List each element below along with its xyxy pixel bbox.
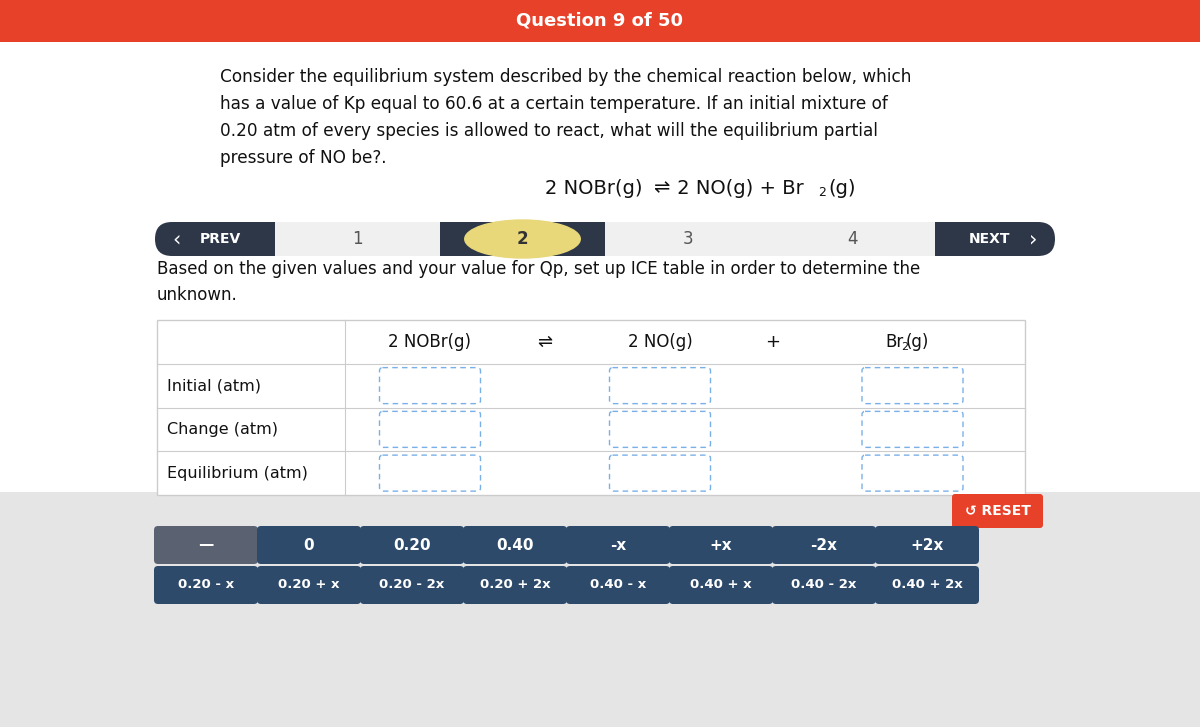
Text: +x: +x [709,537,732,553]
FancyBboxPatch shape [875,566,979,604]
FancyBboxPatch shape [379,368,480,403]
Bar [0,492,1200,727]
Text: ⇌: ⇌ [538,333,552,351]
Bar [157,320,1025,495]
Text: 0.20: 0.20 [394,537,431,553]
FancyBboxPatch shape [670,566,773,604]
FancyBboxPatch shape [610,411,710,447]
Text: Question 9 of 50: Question 9 of 50 [516,12,684,30]
Text: 0.20 - 2x: 0.20 - 2x [379,579,445,592]
Text: Equilibrium (atm): Equilibrium (atm) [167,465,308,481]
FancyBboxPatch shape [862,411,964,447]
Text: Br: Br [886,333,904,351]
Text: ›: › [1028,229,1037,249]
FancyBboxPatch shape [670,526,773,564]
FancyBboxPatch shape [154,526,258,564]
Text: 0.40: 0.40 [497,537,534,553]
FancyBboxPatch shape [862,455,964,491]
Text: (g): (g) [828,179,856,198]
Text: 0.40 - 2x: 0.40 - 2x [791,579,857,592]
Text: -2x: -2x [810,537,838,553]
FancyBboxPatch shape [862,368,964,403]
Bar [770,222,935,256]
Text: 0.40 - x: 0.40 - x [590,579,646,592]
Text: NEXT: NEXT [970,232,1010,246]
Text: ⇌: ⇌ [653,179,670,198]
Text: ↺ RESET: ↺ RESET [965,504,1031,518]
Text: 3: 3 [682,230,692,248]
Text: -x: -x [610,537,626,553]
Text: +2x: +2x [911,537,943,553]
FancyBboxPatch shape [875,526,979,564]
Text: 2 NOBr(g): 2 NOBr(g) [545,179,649,198]
FancyBboxPatch shape [154,566,258,604]
Text: 0.40 + x: 0.40 + x [690,579,752,592]
FancyBboxPatch shape [566,526,670,564]
Text: 1: 1 [352,230,362,248]
FancyBboxPatch shape [379,411,480,447]
Text: Based on the given values and your value for Qp, set up ICE table in order to de: Based on the given values and your value… [157,260,920,305]
Text: 2: 2 [818,185,826,198]
FancyBboxPatch shape [463,566,568,604]
Text: 2 NOBr(g): 2 NOBr(g) [389,333,472,351]
Text: Change (atm): Change (atm) [167,422,278,437]
Ellipse shape [464,220,581,258]
FancyBboxPatch shape [379,455,480,491]
Text: Consider the equilibrium system described by the chemical reaction below, which
: Consider the equilibrium system describe… [220,68,911,167]
FancyBboxPatch shape [360,566,464,604]
Text: 0.20 - x: 0.20 - x [178,579,234,592]
FancyBboxPatch shape [566,566,670,604]
Bar [0,0,1200,42]
Text: 0: 0 [304,537,314,553]
FancyBboxPatch shape [772,566,876,604]
Text: (g): (g) [906,333,929,351]
Text: 0.20 + x: 0.20 + x [278,579,340,592]
Text: ‹: ‹ [173,229,181,249]
Text: 2 NO(g): 2 NO(g) [628,333,692,351]
FancyBboxPatch shape [952,494,1043,528]
Text: Initial (atm): Initial (atm) [167,378,262,393]
Bar [605,222,770,256]
Text: 0.40 + 2x: 0.40 + 2x [892,579,962,592]
Text: PREV: PREV [199,232,241,246]
FancyBboxPatch shape [257,566,361,604]
FancyBboxPatch shape [610,455,710,491]
FancyBboxPatch shape [610,368,710,403]
Text: —: — [198,537,214,553]
FancyBboxPatch shape [360,526,464,564]
Text: 0.20 + 2x: 0.20 + 2x [480,579,551,592]
Text: 4: 4 [847,230,858,248]
FancyBboxPatch shape [155,222,1055,256]
FancyBboxPatch shape [772,526,876,564]
FancyBboxPatch shape [463,526,568,564]
Text: +: + [766,333,780,351]
Text: 2: 2 [517,230,528,248]
Text: 2 NO(g) + Br: 2 NO(g) + Br [671,179,804,198]
FancyBboxPatch shape [257,526,361,564]
Text: 2: 2 [901,342,908,352]
Bar [275,222,440,256]
